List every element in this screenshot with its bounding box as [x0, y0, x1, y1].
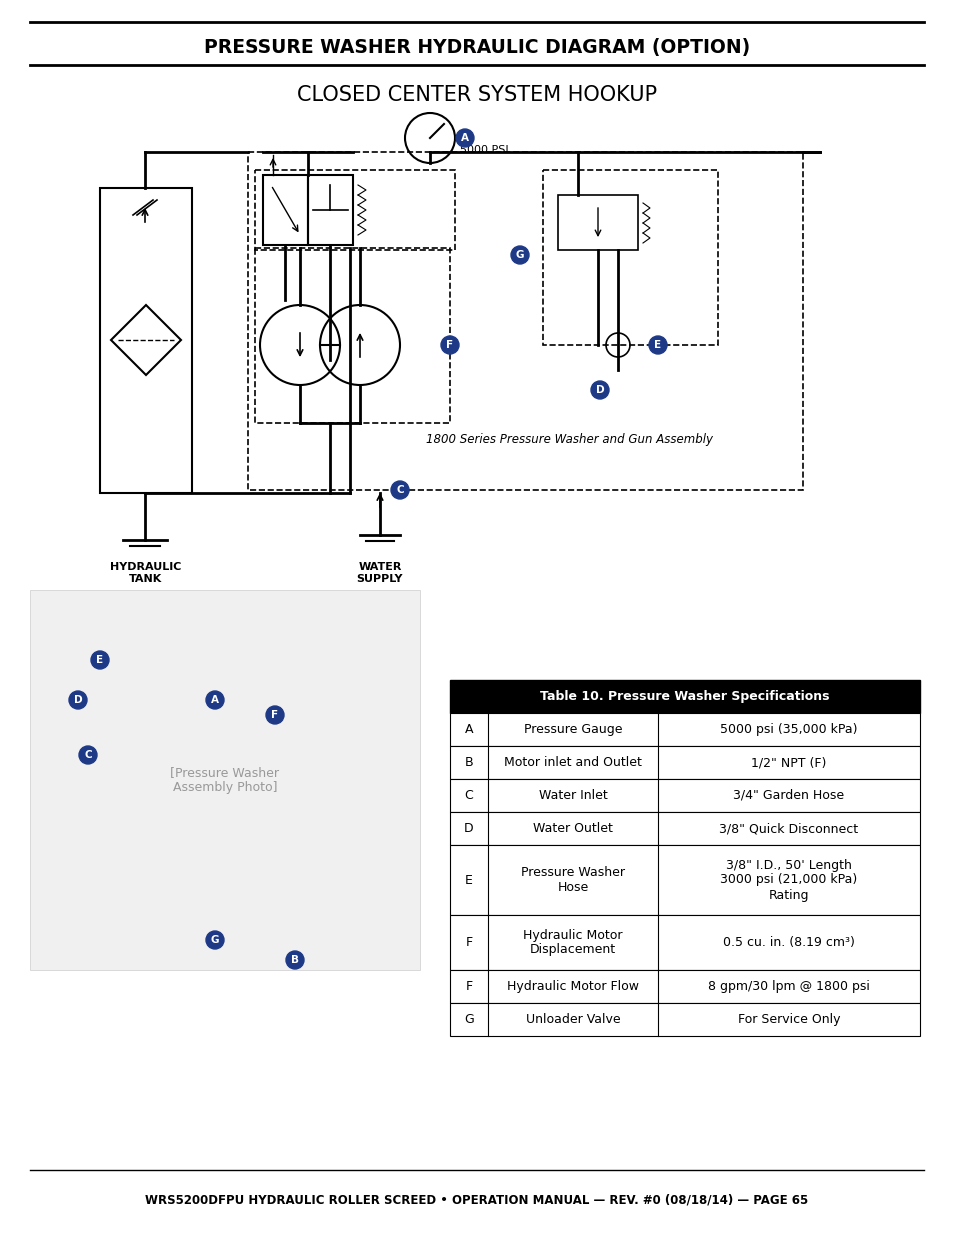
Text: [Pressure Washer
Assembly Photo]: [Pressure Washer Assembly Photo] [171, 766, 279, 794]
Text: F: F [446, 340, 453, 350]
Bar [450, 1003, 919, 1036]
Text: A: A [211, 695, 219, 705]
Bar [450, 713, 919, 746]
Bar [450, 969, 919, 1003]
Circle shape [456, 128, 474, 147]
Text: Hydraulic Motor Flow: Hydraulic Motor Flow [506, 981, 639, 993]
Text: G: G [464, 1013, 474, 1026]
Text: D: D [464, 823, 474, 835]
Bar [100, 188, 192, 493]
Text: E: E [96, 655, 104, 664]
Text: Table 10. Pressure Washer Specifications: Table 10. Pressure Washer Specifications [539, 690, 829, 703]
Text: E: E [464, 873, 473, 887]
Circle shape [440, 336, 458, 354]
Text: G: G [211, 935, 219, 945]
Bar [308, 175, 353, 245]
Text: 5000 psi (35,000 kPa): 5000 psi (35,000 kPa) [720, 722, 857, 736]
Text: Pressure Washer
Hose: Pressure Washer Hose [520, 866, 624, 894]
Bar [558, 195, 638, 249]
Text: 3/8" Quick Disconnect: 3/8" Quick Disconnect [719, 823, 858, 835]
Text: E: E [654, 340, 660, 350]
Bar [450, 680, 919, 713]
Text: D: D [73, 695, 82, 705]
Text: C: C [84, 750, 91, 760]
Circle shape [206, 931, 224, 948]
Text: Unloader Valve: Unloader Valve [525, 1013, 619, 1026]
Bar [450, 746, 919, 779]
Circle shape [266, 706, 284, 724]
Circle shape [79, 746, 97, 764]
Bar [450, 915, 919, 969]
Text: C: C [464, 789, 473, 802]
Bar [254, 248, 450, 424]
Bar [254, 170, 455, 249]
Text: F: F [465, 981, 472, 993]
Circle shape [286, 951, 304, 969]
Text: 5000 PSI: 5000 PSI [459, 144, 508, 156]
Circle shape [590, 382, 608, 399]
Text: 0.5 cu. in. (8.19 cm³): 0.5 cu. in. (8.19 cm³) [722, 936, 854, 948]
Text: HYDRAULIC
TANK: HYDRAULIC TANK [111, 562, 181, 584]
Bar [450, 845, 919, 915]
Circle shape [648, 336, 666, 354]
Text: Hydraulic Motor
Displacement: Hydraulic Motor Displacement [522, 929, 622, 956]
Text: A: A [464, 722, 473, 736]
Text: B: B [464, 756, 473, 769]
Circle shape [91, 651, 109, 669]
Text: F: F [272, 710, 278, 720]
Text: 3/8" I.D., 50' Length
3000 psi (21,000 kPa)
Rating: 3/8" I.D., 50' Length 3000 psi (21,000 k… [720, 858, 857, 902]
Text: WATER
SUPPLY: WATER SUPPLY [356, 562, 403, 584]
Bar [542, 170, 718, 345]
Text: 8 gpm/30 lpm @ 1800 psi: 8 gpm/30 lpm @ 1800 psi [707, 981, 869, 993]
Circle shape [206, 692, 224, 709]
Text: Pressure Gauge: Pressure Gauge [523, 722, 621, 736]
Bar [248, 152, 802, 490]
Bar [30, 590, 419, 969]
Bar [263, 175, 308, 245]
Circle shape [391, 480, 409, 499]
Text: 1800 Series Pressure Washer and Gun Assembly: 1800 Series Pressure Washer and Gun Asse… [426, 433, 713, 447]
Text: CLOSED CENTER SYSTEM HOOKUP: CLOSED CENTER SYSTEM HOOKUP [296, 85, 657, 105]
Circle shape [511, 246, 529, 264]
Text: Water Inlet: Water Inlet [538, 789, 607, 802]
Text: For Service Only: For Service Only [737, 1013, 840, 1026]
Bar [450, 779, 919, 811]
Text: WRS5200DFPU HYDRAULIC ROLLER SCREED • OPERATION MANUAL — REV. #0 (08/18/14) — PA: WRS5200DFPU HYDRAULIC ROLLER SCREED • OP… [145, 1193, 808, 1207]
Text: D: D [595, 385, 603, 395]
Text: B: B [291, 955, 298, 965]
Text: C: C [395, 485, 403, 495]
Text: 3/4" Garden Hose: 3/4" Garden Hose [733, 789, 843, 802]
Text: Motor inlet and Outlet: Motor inlet and Outlet [503, 756, 641, 769]
Text: F: F [465, 936, 472, 948]
Text: 1/2" NPT (F): 1/2" NPT (F) [751, 756, 826, 769]
Text: G: G [516, 249, 524, 261]
Text: A: A [460, 133, 469, 143]
Circle shape [69, 692, 87, 709]
Bar [450, 811, 919, 845]
Text: PRESSURE WASHER HYDRAULIC DIAGRAM (OPTION): PRESSURE WASHER HYDRAULIC DIAGRAM (OPTIO… [204, 37, 749, 57]
Text: Water Outlet: Water Outlet [533, 823, 612, 835]
